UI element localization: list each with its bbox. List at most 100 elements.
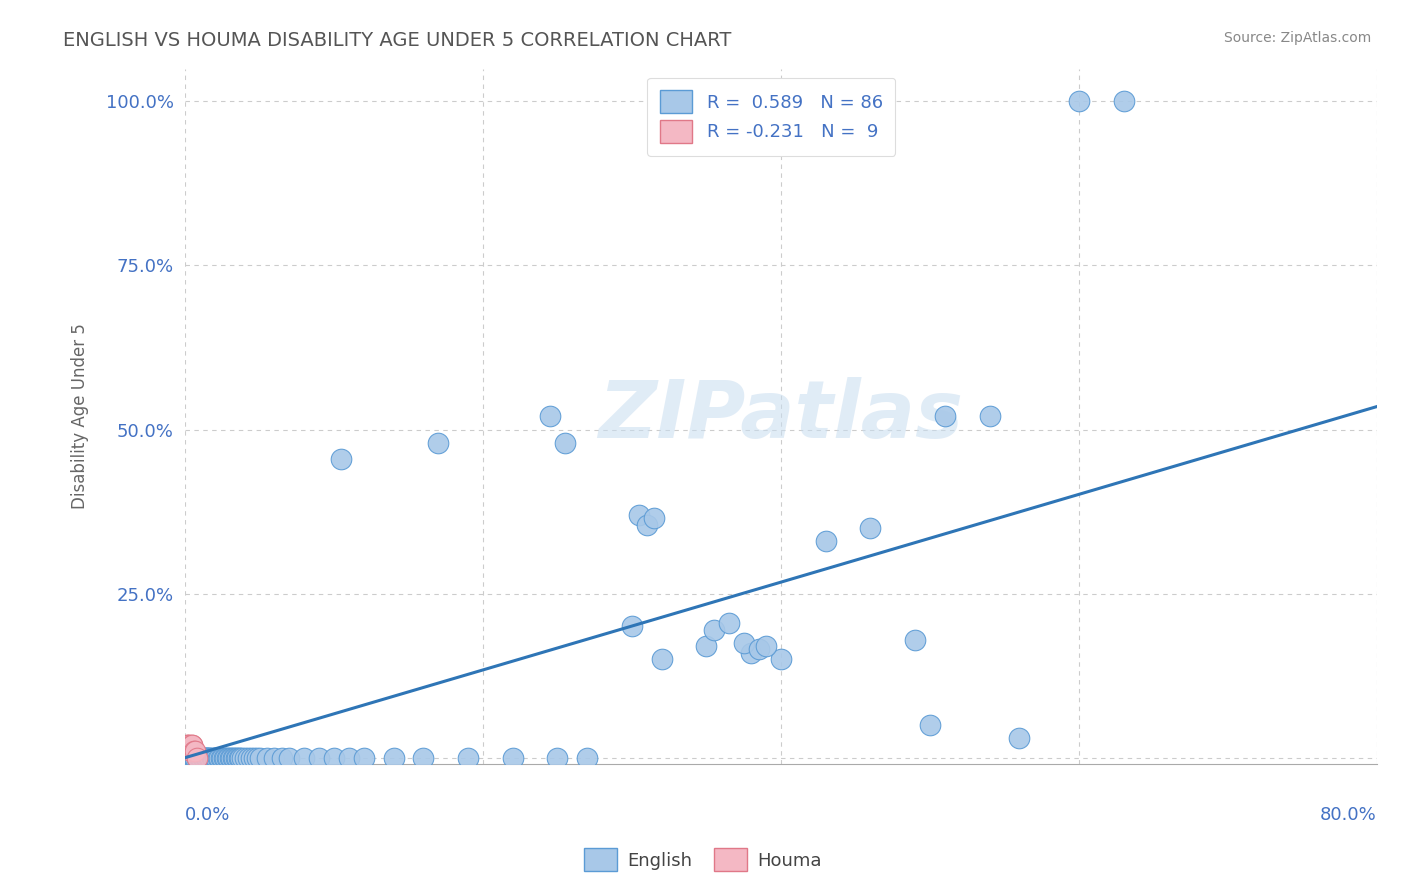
Point [194,750,217,764]
Point [292,750,315,764]
Point [180,750,202,764]
Point [1008,731,1031,745]
Point [195,750,218,764]
Point [212,750,235,764]
Point [904,632,927,647]
Point [191,750,214,764]
Point [636,517,658,532]
Point [278,750,301,764]
Point [195,750,218,764]
Point [193,750,215,764]
Point [183,750,205,764]
Point [176,738,198,752]
Point [733,636,755,650]
Point [193,750,215,764]
Point [181,750,204,764]
Point [1067,95,1090,109]
Point [181,738,204,752]
Point [703,623,725,637]
Point [211,750,233,764]
Point [814,534,837,549]
Point [547,750,569,764]
Point [554,435,576,450]
Point [181,750,204,764]
Point [181,750,204,764]
Point [214,750,236,764]
Point [180,750,202,764]
Point [186,750,208,764]
Point [183,750,205,764]
Point [256,750,278,764]
Point [177,738,200,752]
Text: 80.0%: 80.0% [1320,806,1376,824]
Point [190,750,212,764]
Point [177,750,200,764]
Point [620,619,643,633]
Point [228,750,250,764]
Point [209,750,232,764]
Point [202,750,225,764]
Point [200,750,222,764]
Point [207,750,229,764]
Point [198,750,221,764]
Point [353,750,375,764]
Point [323,750,346,764]
Point [239,750,262,764]
Point [270,750,292,764]
Point [412,750,434,764]
Point [218,750,240,764]
Point [695,639,717,653]
Point [179,738,201,752]
Point [208,750,231,764]
Text: 0.0%: 0.0% [186,806,231,824]
Point [222,750,245,764]
Point [308,750,330,764]
Point [651,652,673,666]
Point [628,508,651,522]
Point [245,750,267,764]
Point [204,750,226,764]
Point [242,750,264,764]
Y-axis label: Disability Age Under 5: Disability Age Under 5 [72,324,89,509]
Point [181,738,204,752]
Point [217,750,239,764]
Legend: R =  0.589   N = 86, R = -0.231   N =  9: R = 0.589 N = 86, R = -0.231 N = 9 [647,78,896,155]
Point [740,646,762,660]
Point [382,750,405,764]
Point [180,744,202,758]
Point [201,750,224,764]
Point [249,750,271,764]
Point [226,750,249,764]
Point [859,521,882,535]
Point [918,718,941,732]
Point [748,642,770,657]
Point [177,750,200,764]
Text: ENGLISH VS HOUMA DISABILITY AGE UNDER 5 CORRELATION CHART: ENGLISH VS HOUMA DISABILITY AGE UNDER 5 … [63,31,731,50]
Point [186,750,208,764]
Point [205,750,228,764]
Point [502,750,524,764]
Point [183,750,205,764]
Point [538,409,561,424]
Point [233,750,256,764]
Point [198,750,221,764]
Point [219,750,242,764]
Point [184,744,207,758]
Point [755,639,778,653]
Point [176,750,198,764]
Text: ZIPatlas: ZIPatlas [599,377,963,456]
Point [457,750,479,764]
Point [179,750,201,764]
Point [186,750,208,764]
Point [934,409,956,424]
Point [717,616,740,631]
Point [224,750,246,764]
Point [330,452,353,467]
Point [184,750,207,764]
Point [576,750,599,764]
Point [769,652,792,666]
Point [179,750,201,764]
Point [194,750,217,764]
Point [183,744,205,758]
Point [337,750,360,764]
